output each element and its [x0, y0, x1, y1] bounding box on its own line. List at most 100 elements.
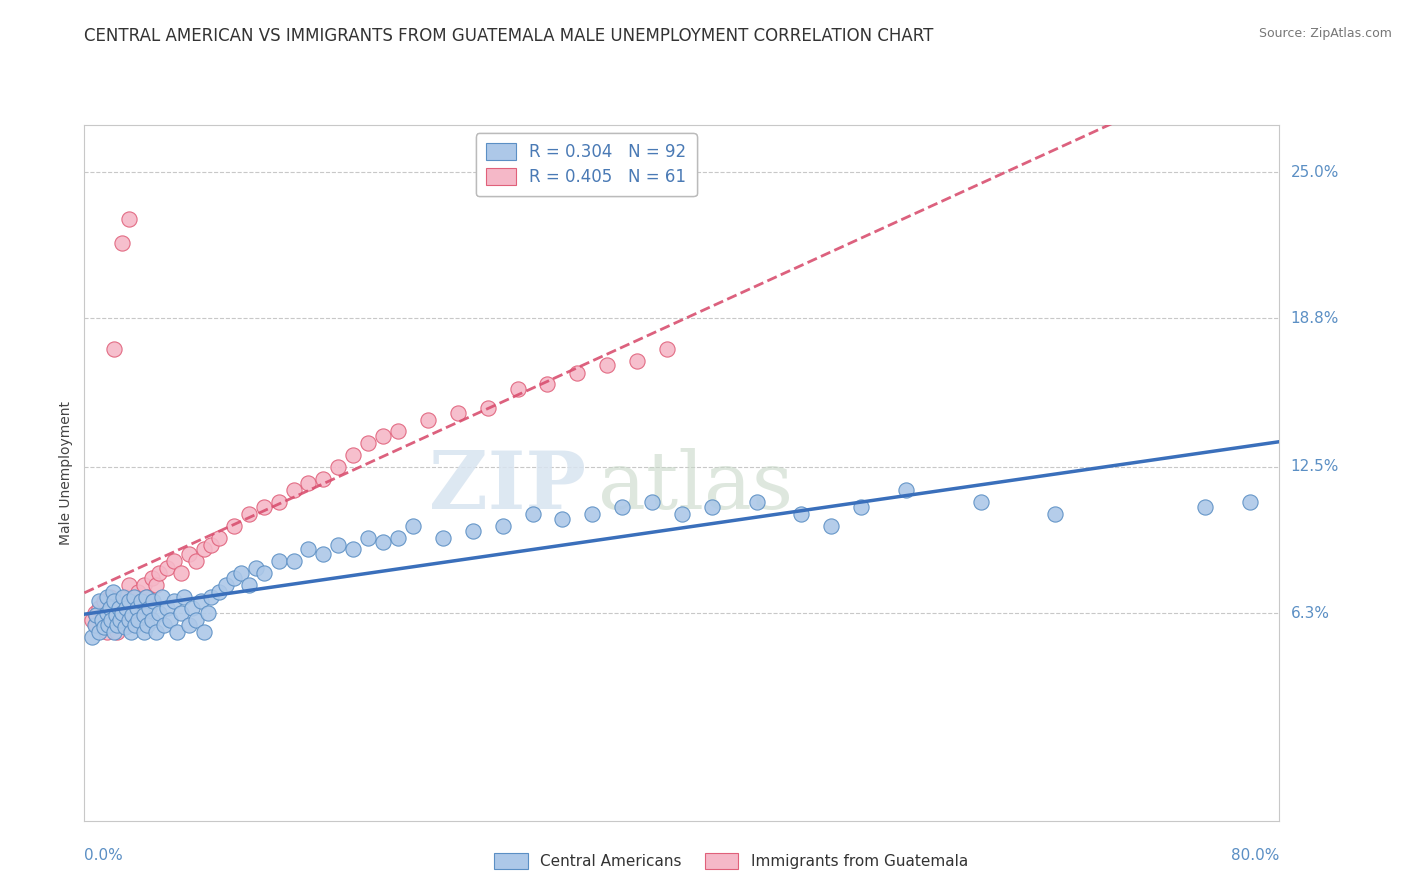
- Point: [101, 585, 124, 599]
- Point: [238, 578, 260, 592]
- Point: [155, 601, 177, 615]
- Point: [89, 601, 111, 615]
- Point: [283, 483, 305, 498]
- Point: [253, 500, 276, 514]
- Point: [142, 594, 165, 608]
- Point: [107, 608, 129, 623]
- Point: [104, 594, 127, 608]
- Point: [357, 436, 380, 450]
- Point: [283, 554, 305, 568]
- Point: [97, 618, 120, 632]
- Legend: Central Americans, Immigrants from Guatemala: Central Americans, Immigrants from Guate…: [488, 847, 974, 875]
- Text: Source: ZipAtlas.com: Source: ZipAtlas.com: [1258, 27, 1392, 40]
- Point: [297, 476, 319, 491]
- Text: atlas: atlas: [599, 448, 793, 525]
- Point: [83, 618, 105, 632]
- Point: [328, 459, 350, 474]
- Point: [970, 495, 993, 509]
- Point: [96, 606, 118, 620]
- Point: [135, 590, 157, 604]
- Point: [118, 578, 141, 592]
- Point: [159, 613, 181, 627]
- Point: [700, 500, 723, 514]
- Point: [93, 594, 115, 608]
- Point: [80, 630, 103, 644]
- Point: [105, 624, 128, 639]
- Point: [83, 606, 105, 620]
- Point: [152, 618, 174, 632]
- Point: [141, 613, 163, 627]
- Point: [849, 500, 872, 514]
- Point: [121, 608, 143, 623]
- Point: [89, 624, 111, 639]
- Point: [136, 618, 159, 632]
- Point: [124, 601, 146, 615]
- Point: [267, 495, 290, 509]
- Point: [86, 618, 108, 632]
- Point: [96, 590, 118, 604]
- Point: [190, 594, 212, 608]
- Point: [118, 212, 141, 227]
- Point: [671, 507, 693, 521]
- Point: [522, 507, 544, 521]
- Point: [447, 406, 470, 420]
- Point: [245, 561, 267, 575]
- Point: [357, 531, 380, 545]
- Point: [342, 542, 364, 557]
- Point: [477, 401, 499, 415]
- Point: [1194, 500, 1216, 514]
- Point: [129, 594, 152, 608]
- Text: 12.5%: 12.5%: [1291, 459, 1339, 475]
- Point: [567, 366, 589, 380]
- Point: [107, 601, 129, 615]
- Point: [820, 518, 842, 533]
- Point: [745, 495, 768, 509]
- Point: [371, 535, 394, 549]
- Point: [208, 585, 231, 599]
- Point: [80, 613, 103, 627]
- Point: [141, 571, 163, 585]
- Point: [100, 618, 122, 632]
- Point: [103, 594, 125, 608]
- Point: [200, 590, 222, 604]
- Point: [103, 624, 125, 639]
- Point: [506, 382, 529, 396]
- Point: [177, 547, 200, 561]
- Point: [626, 353, 648, 368]
- Point: [173, 590, 195, 604]
- Point: [98, 601, 121, 615]
- Point: [387, 531, 409, 545]
- Y-axis label: Male Unemployment: Male Unemployment: [59, 401, 73, 545]
- Point: [145, 578, 167, 592]
- Point: [200, 538, 222, 552]
- Point: [312, 547, 335, 561]
- Point: [115, 601, 138, 615]
- Point: [86, 608, 108, 623]
- Point: [432, 531, 454, 545]
- Point: [267, 554, 290, 568]
- Point: [132, 578, 156, 592]
- Text: 25.0%: 25.0%: [1291, 164, 1339, 179]
- Point: [297, 542, 319, 557]
- Point: [596, 359, 619, 373]
- Point: [148, 606, 170, 620]
- Point: [180, 601, 202, 615]
- Text: 0.0%: 0.0%: [84, 848, 124, 863]
- Point: [197, 606, 219, 620]
- Point: [387, 425, 409, 439]
- Point: [127, 613, 149, 627]
- Point: [120, 624, 142, 639]
- Point: [132, 608, 156, 623]
- Point: [89, 594, 111, 608]
- Point: [312, 472, 335, 486]
- Point: [655, 342, 678, 356]
- Point: [105, 618, 128, 632]
- Point: [581, 507, 603, 521]
- Point: [91, 613, 114, 627]
- Point: [492, 518, 515, 533]
- Point: [641, 495, 664, 509]
- Point: [150, 590, 173, 604]
- Point: [894, 483, 917, 498]
- Point: [610, 500, 633, 514]
- Point: [101, 601, 124, 615]
